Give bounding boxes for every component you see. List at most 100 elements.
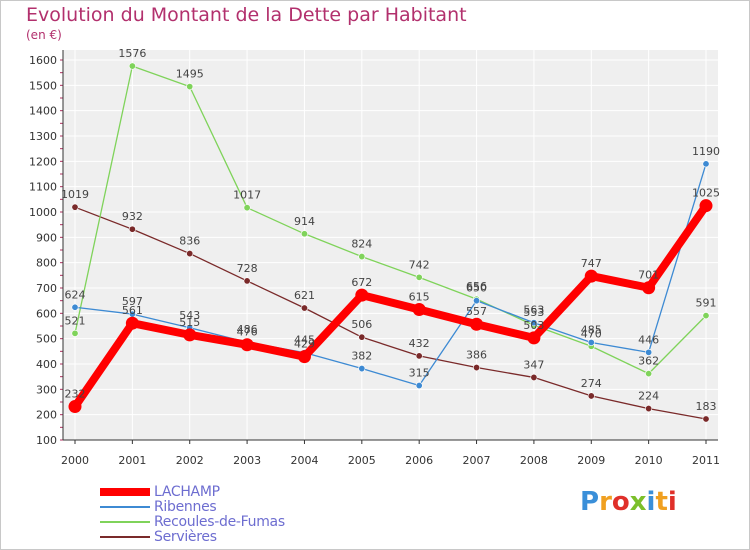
data-label: 1025: [692, 187, 720, 200]
data-label: 701: [638, 269, 659, 282]
x-tick-label: 2009: [577, 454, 605, 467]
data-point: [645, 348, 653, 356]
logo-letter: i: [667, 487, 677, 517]
data-point: [473, 364, 481, 372]
data-label: 543: [179, 309, 200, 322]
data-label: 347: [523, 358, 544, 371]
logo-letter: r: [599, 487, 612, 517]
data-label: 1495: [176, 68, 204, 81]
data-label: 470: [581, 327, 602, 340]
data-label: 672: [351, 276, 372, 289]
y-tick-label: 1600: [29, 54, 57, 67]
data-label: 429: [294, 338, 315, 351]
data-point: [645, 370, 653, 378]
legend-swatch-recoules-de-fumas: [100, 521, 150, 523]
data-label: 315: [409, 367, 430, 380]
data-label: 1019: [61, 188, 89, 201]
y-tick-label: 800: [36, 257, 57, 270]
data-point: [584, 269, 598, 283]
data-label: 224: [638, 390, 659, 403]
data-label: 561: [122, 304, 143, 317]
data-label: 232: [65, 388, 86, 401]
data-label: 563: [523, 304, 544, 317]
data-label: 476: [237, 326, 258, 339]
data-label: 486: [237, 323, 258, 336]
x-tick-label: 2008: [520, 454, 548, 467]
x-tick-label: 2006: [405, 454, 433, 467]
data-label: 503: [523, 319, 544, 332]
y-tick-label: 1500: [29, 79, 57, 92]
data-point: [415, 273, 423, 281]
data-label: 597: [122, 295, 143, 308]
data-point: [183, 328, 197, 342]
data-point: [527, 331, 541, 345]
legend-label-lachamp: LACHAMP: [154, 484, 220, 500]
x-tick-label: 2003: [233, 454, 261, 467]
data-point: [473, 297, 481, 305]
legend: LACHAMP Ribennes Recoules-de-Fumas Servi…: [100, 484, 420, 545]
data-point: [186, 250, 194, 258]
y-tick-label: 300: [36, 383, 57, 396]
proxiti-logo: Proxiti: [580, 487, 677, 517]
data-point: [642, 281, 656, 295]
data-label: 1017: [233, 189, 261, 202]
y-tick-label: 400: [36, 358, 57, 371]
data-label: 824: [351, 238, 372, 251]
data-point: [71, 203, 79, 211]
x-tick-label: 2004: [290, 454, 318, 467]
data-point: [128, 62, 136, 70]
data-label: 446: [638, 333, 659, 346]
logo-letter: P: [580, 487, 600, 517]
legend-label-servieres: Servières: [154, 529, 217, 545]
chart-title: Evolution du Montant de la Dette par Hab…: [26, 4, 467, 26]
x-tick-label: 2002: [176, 454, 204, 467]
legend-swatch-ribennes: [100, 506, 150, 508]
data-label: 615: [409, 291, 430, 304]
legend-item-lachamp: LACHAMP: [100, 484, 420, 500]
logo-letter: t: [655, 487, 668, 517]
legend-swatch-lachamp: [100, 488, 150, 496]
data-point: [358, 253, 366, 261]
data-label: 742: [409, 258, 430, 271]
legend-item-recoules-de-fumas: Recoules-de-Fumas: [100, 514, 420, 530]
data-point: [587, 392, 595, 400]
data-label: 506: [351, 318, 372, 331]
x-tick-label: 2011: [692, 454, 720, 467]
data-label: 914: [294, 215, 315, 228]
series-line-0: [71, 203, 710, 409]
x-tick-label: 2007: [463, 454, 491, 467]
data-point: [186, 83, 194, 91]
data-label: 274: [581, 377, 602, 390]
data-label: 621: [294, 289, 315, 302]
legend-swatch-servieres: [100, 536, 150, 538]
legend-item-ribennes: Ribennes: [100, 499, 420, 515]
data-point: [415, 352, 423, 360]
data-label: 362: [638, 355, 659, 368]
data-label: 521: [65, 314, 86, 327]
data-label: 432: [409, 337, 430, 350]
x-tick-label: 2001: [118, 454, 146, 467]
data-label: 515: [179, 316, 200, 329]
data-point: [470, 317, 484, 331]
logo-letter: x: [629, 487, 647, 517]
data-point: [300, 304, 308, 312]
data-point: [415, 382, 423, 390]
data-point: [128, 225, 136, 233]
y-tick-label: 1200: [29, 155, 57, 168]
data-point: [125, 316, 139, 330]
y-tick-label: 500: [36, 333, 57, 346]
data-label: 386: [466, 349, 487, 362]
data-label: 747: [581, 257, 602, 270]
series-line-3: [74, 206, 707, 420]
data-point: [71, 303, 79, 311]
y-tick-label: 1000: [29, 206, 57, 219]
data-label: 1576: [118, 47, 146, 60]
data-label: 183: [696, 400, 717, 413]
data-point: [243, 277, 251, 285]
data-label: 624: [65, 288, 86, 301]
data-point: [297, 350, 311, 364]
data-point: [530, 319, 538, 327]
chart-subtitle: (en €): [26, 28, 62, 42]
legend-label-recoules-de-fumas: Recoules-de-Fumas: [154, 514, 285, 530]
